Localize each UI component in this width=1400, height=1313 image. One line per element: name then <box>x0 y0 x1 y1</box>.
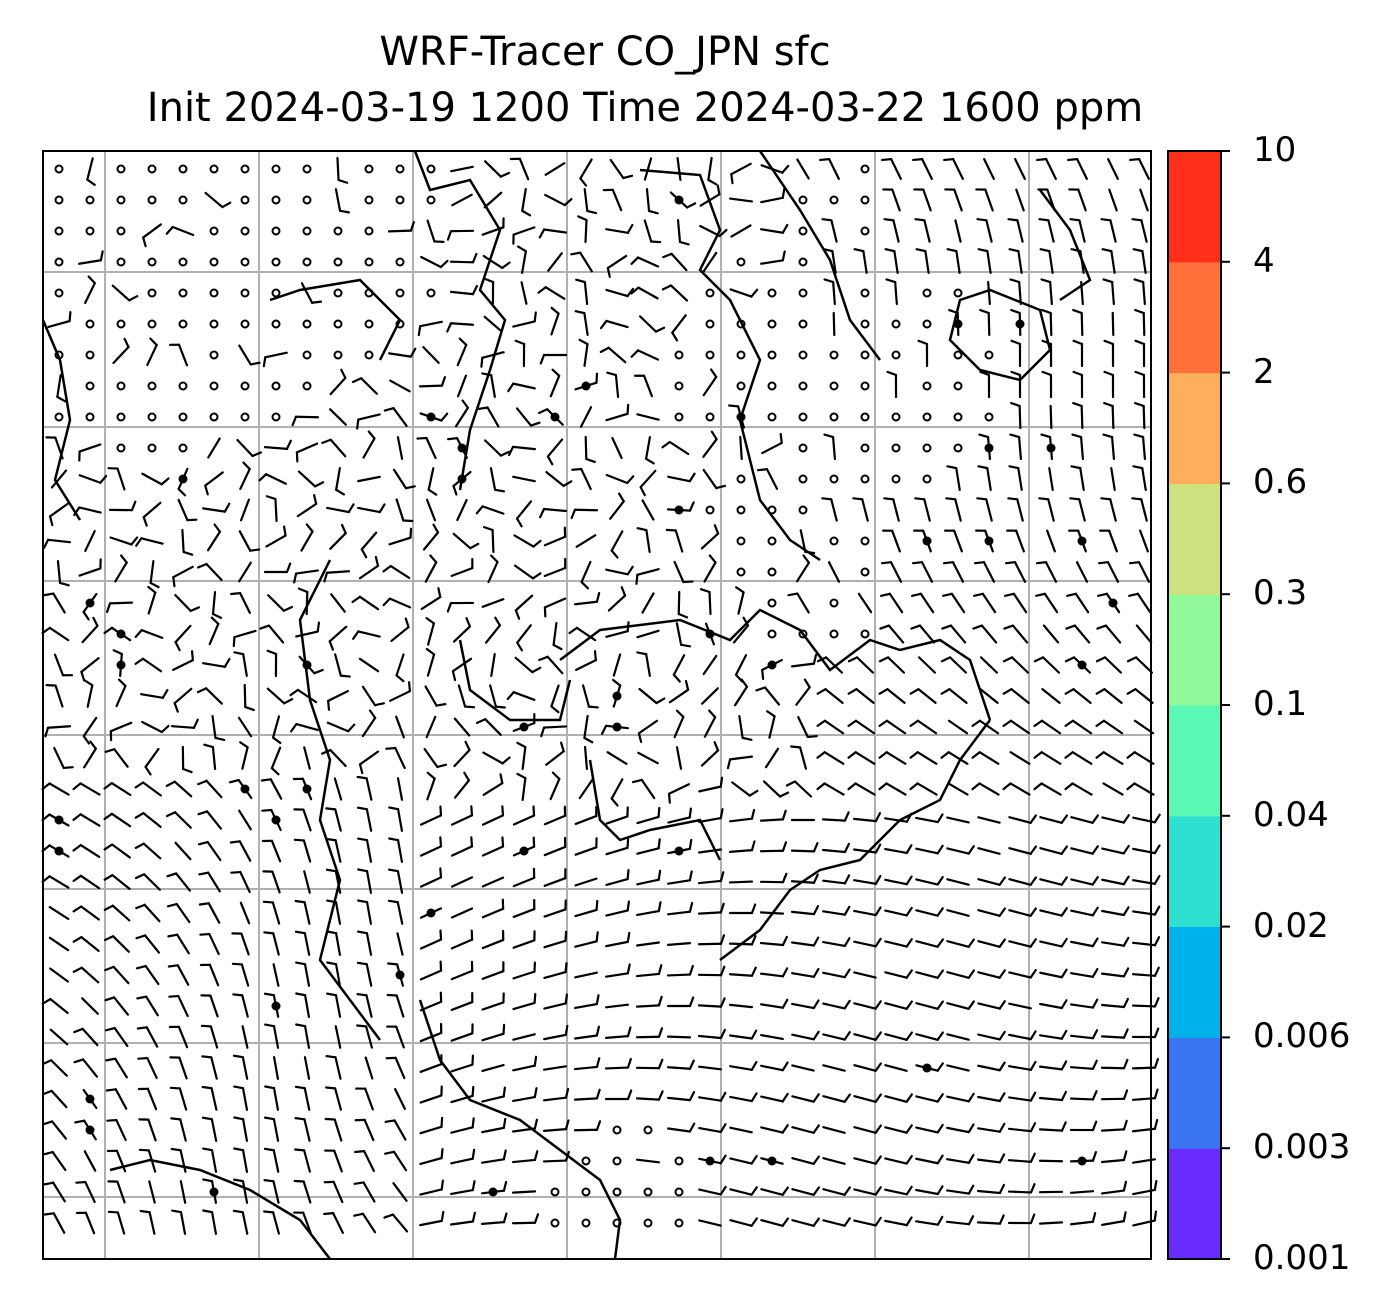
colorbar-tick-label: 0.02 <box>1253 905 1329 946</box>
plot-title-line1: WRF-Tracer CO_JPN sfc <box>379 29 831 75</box>
colorbar-segment <box>1168 705 1221 817</box>
colorbar-tick-label: 0.003 <box>1253 1127 1351 1168</box>
colorbar-tick-label: 0.3 <box>1253 573 1308 614</box>
colorbar-segment <box>1168 1037 1221 1149</box>
colorbar-tick-label: 0.6 <box>1253 462 1308 503</box>
wind-barbs <box>41 156 1161 1235</box>
colorbar-segment <box>1168 1148 1221 1260</box>
lat-lon-grid <box>43 151 1151 1259</box>
colorbar-segment <box>1168 483 1221 595</box>
map-frame <box>42 150 1152 1260</box>
colorbar-tick-label: 2 <box>1253 351 1275 392</box>
plot-title-line2: Init 2024-03-19 1200 Time 2024-03-22 160… <box>146 85 1144 131</box>
colorbar-segment <box>1168 815 1221 928</box>
colorbar-tick-label: 10 <box>1253 130 1297 170</box>
colorbar-tick-label: 0.04 <box>1253 794 1329 835</box>
colorbar-segment <box>1168 261 1221 374</box>
colorbar-tick-label: 4 <box>1253 240 1275 281</box>
colorbar-tick-label: 0.001 <box>1253 1238 1351 1278</box>
colorbar <box>1167 150 1230 1260</box>
colorbar-segment <box>1168 594 1221 706</box>
colorbar-tick-label: 0.1 <box>1253 684 1308 724</box>
colorbar-tick-label: 0.006 <box>1253 1016 1351 1057</box>
colorbar-segment <box>1168 926 1221 1038</box>
colorbar-segment <box>1168 151 1221 263</box>
colorbar-segment <box>1168 372 1221 484</box>
